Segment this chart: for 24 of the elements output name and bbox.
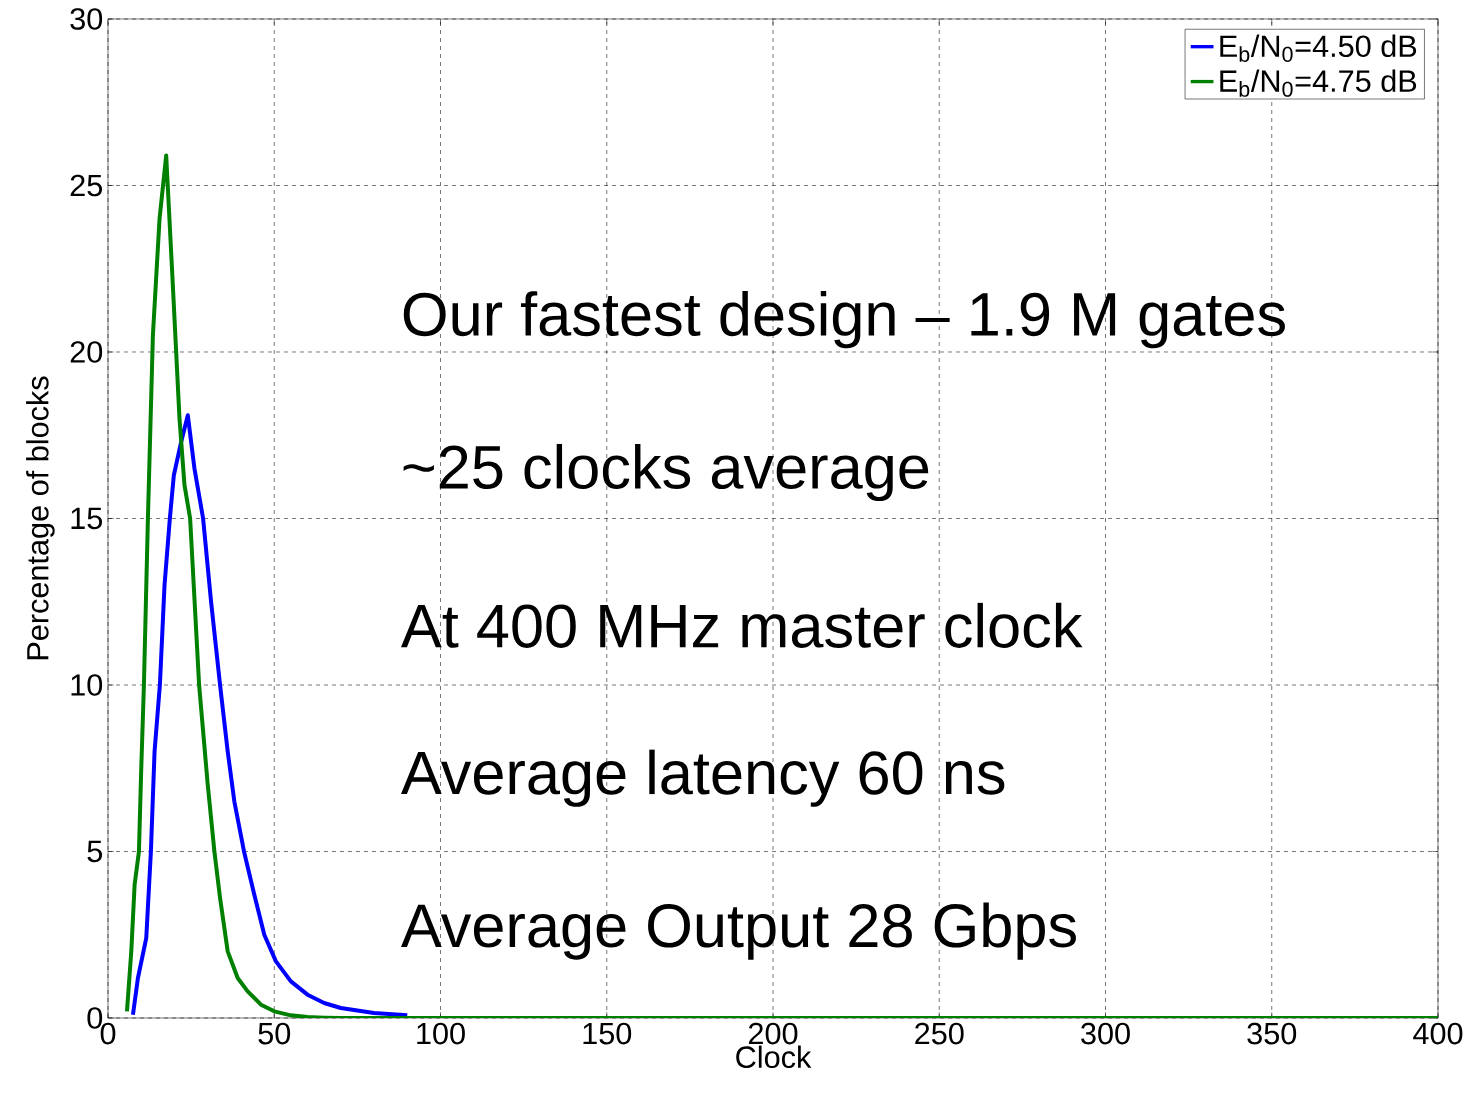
legend-label: E$_{b}$/N$_{0}$=4.75 dB <box>1220 69 1417 97</box>
annotation: Average Output 28 Gbps <box>401 902 1076 960</box>
x-tick-label: 100 <box>417 1022 465 1045</box>
y-tick-label: 0 <box>87 1007 103 1029</box>
x-axis-title: Clock <box>736 1045 812 1069</box>
x-tick-label: 400 <box>1413 1022 1463 1045</box>
legend-label: E$_{b}$/N$_{0}$=4.50 dB <box>1220 34 1417 62</box>
y-tick-label: 10 <box>71 674 103 696</box>
y-axis-title: Percentage of blocks <box>26 376 55 660</box>
y-tick-label: 20 <box>70 341 103 363</box>
x-tick-label: 50 <box>258 1022 291 1045</box>
x-tick-label: 350 <box>1247 1022 1297 1045</box>
annotation: Our fastest design – 1.9 M gates <box>403 291 1285 349</box>
x-tick-label: 150 <box>583 1022 632 1045</box>
x-tick-label: 300 <box>1081 1022 1130 1045</box>
y-tick-label: 25 <box>70 174 102 197</box>
y-tick-label: 30 <box>70 8 103 30</box>
x-tick-label: 200 <box>748 1022 798 1045</box>
y-tick-label: 5 <box>87 840 103 863</box>
y-tick-label: 15 <box>71 507 102 530</box>
annotation: ~25 clocks average <box>403 443 929 502</box>
annotation: At 400 MHz master clock <box>401 602 1083 648</box>
x-tick-label: 250 <box>915 1022 964 1045</box>
annotation: Average latency 60 ns <box>401 749 1005 807</box>
